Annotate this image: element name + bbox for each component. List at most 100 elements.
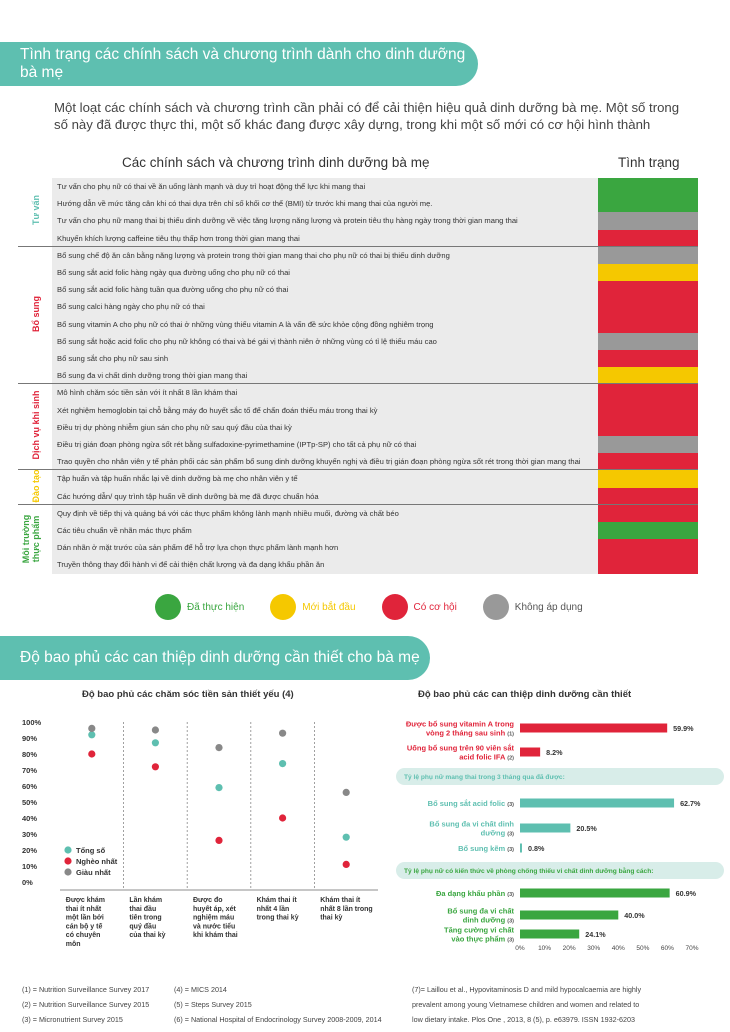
policy-text: Bổ sung sắt hoặc acid folic cho phụ nữ k… xyxy=(57,336,437,346)
category-label: Khám thai ít xyxy=(320,897,361,904)
y-tick-label: 70% xyxy=(22,766,37,775)
data-point xyxy=(151,739,159,747)
status-yellow xyxy=(598,367,698,385)
legend-label: Đã thực hiện xyxy=(187,601,245,613)
data-point xyxy=(151,726,159,734)
data-point xyxy=(88,724,96,732)
x-tick-label: 70% xyxy=(685,945,698,952)
policy-text: Tư vấn cho phụ nữ có thai về ăn uống làn… xyxy=(57,182,366,191)
x-tick-label: 30% xyxy=(587,945,600,952)
sources-col-3: (7)= Laillou et al., Hypovitaminosis D a… xyxy=(412,982,641,1027)
data-point xyxy=(342,860,350,868)
group-header-pill xyxy=(396,862,724,879)
policy-text: Khuyến khích lượng caffeine tiêu thụ thấ… xyxy=(57,233,300,243)
data-point xyxy=(342,833,350,841)
bar xyxy=(520,910,619,920)
category-label: khi khám thai xyxy=(193,932,238,939)
bar-value-label: 8.2% xyxy=(546,748,563,757)
scatter-chart-title: Độ bao phủ các chăm sóc tiền sản thiết y… xyxy=(82,689,294,700)
policy-row: Hướng dẫn về mức tăng cân khi có thai dự… xyxy=(52,195,698,213)
legend-label: Mới bắt đầu xyxy=(302,601,356,613)
bar xyxy=(520,798,675,808)
category-label: nhất 4 lần xyxy=(257,904,290,913)
legend-swatch xyxy=(64,868,72,876)
category-separator xyxy=(18,503,698,505)
y-tick-label: 10% xyxy=(22,862,37,871)
bar-value-label: 60.9% xyxy=(676,889,697,898)
legend-item: Mới bắt đầu xyxy=(270,594,356,620)
policy-row: Điều trị gián đoạn phòng ngừa sốt rét bằ… xyxy=(52,436,698,454)
category-label: tiên trong xyxy=(129,915,161,922)
legend-swatch xyxy=(64,857,72,865)
policy-row: Xét nghiệm hemoglobin tại chỗ bằng máy đ… xyxy=(52,401,698,420)
data-point xyxy=(279,814,287,822)
bar xyxy=(520,823,571,833)
policy-row: Tư vấn cho phụ nữ có thai về ăn uống làn… xyxy=(52,178,698,196)
policy-text: Bổ sung vitamin A cho phụ nữ có thai ở n… xyxy=(57,319,434,329)
policy-text: Bổ sung calci hàng ngày cho phụ nữ có th… xyxy=(57,302,205,312)
policy-row: Bổ sung sắt acid folic hàng tuần qua đườ… xyxy=(52,281,698,299)
y-tick-label: 0% xyxy=(22,878,33,887)
category-label: thai ít nhất xyxy=(66,905,102,913)
data-point xyxy=(342,788,350,796)
status-gray xyxy=(598,332,698,351)
y-tick-label: 50% xyxy=(22,798,37,807)
sources-col-1: (1) = Nutrition Surveillance Survey 2017… xyxy=(22,982,149,1027)
y-tick-label: 20% xyxy=(22,846,37,855)
status-red xyxy=(598,401,698,420)
policy-text: Điều trị gián đoạn phòng ngừa sốt rét bằ… xyxy=(57,440,417,449)
bar-label: dưỡng (3) xyxy=(481,829,514,838)
status-red xyxy=(598,556,698,574)
bar-value-label: 59.9% xyxy=(673,724,694,733)
data-point xyxy=(279,729,287,737)
policy-text: Bổ sung sắt cho phụ nữ sau sinh xyxy=(57,354,169,363)
bar xyxy=(520,723,668,733)
policy-row: Bổ sung sắt acid folic hàng ngày qua đườ… xyxy=(52,264,698,282)
category-label: nghiệm máu xyxy=(193,915,234,922)
category-separator xyxy=(18,383,698,385)
status-red xyxy=(598,384,698,402)
x-tick-label: 40% xyxy=(612,945,625,952)
legend-label: Không áp dụng xyxy=(514,601,583,613)
source-item: (7)= Laillou et al., Hypovitaminosis D a… xyxy=(412,985,642,994)
group-header-text: Tỷ lệ phụ nữ mang thai trong 3 tháng qua… xyxy=(404,774,565,781)
bar-label: Được bổ sung vitamin A trong xyxy=(406,720,515,729)
sources-col-2: (4) = MICS 2014 (5) = Steps Survey 2015 … xyxy=(174,982,382,1027)
policy-text: Dán nhãn ở mặt trước của sản phẩm để hỗ … xyxy=(57,543,339,553)
category-label: nhất 8 lần trong xyxy=(320,904,373,913)
policy-text: Trao quyền cho nhân viên y tế phản phối … xyxy=(57,457,581,467)
y-tick-label: 80% xyxy=(22,750,37,759)
policy-row: Các tiêu chuẩn về nhãn mác thực phẩm xyxy=(52,522,698,540)
policy-text: Mô hình chăm sóc tiền sản với ít nhất 8 … xyxy=(57,388,238,398)
category-label: Được đo xyxy=(193,897,223,904)
category-label: quý đầu xyxy=(129,921,156,930)
antenatal-care-scatter-chart: 0% 10% 20% 30% 40% 50% 60% 70% 80% 90% 100% Được kh… xyxy=(22,718,378,948)
policy-row: Các hướng dẫn/ quy trình tập huấn về din… xyxy=(52,487,698,506)
policy-row: Bổ sung chế độ ăn cân bằng năng lượng và… xyxy=(52,246,698,265)
category-separator xyxy=(18,469,698,471)
x-tick-label: 0% xyxy=(515,945,525,952)
policy-row: Bổ sung sắt cho phụ nữ sau sinh xyxy=(52,350,698,368)
policy-text: Tư vấn cho phụ nữ mang thai bị thiếu din… xyxy=(57,216,518,226)
data-point xyxy=(215,784,223,792)
bar-label: Bổ sung đa vi chất xyxy=(447,907,514,916)
category-label: và nước tiểu xyxy=(193,922,235,930)
category-label: có chuyên xyxy=(66,932,101,939)
policy-text: Bổ sung sắt acid folic hàng ngày qua đườ… xyxy=(57,268,290,277)
category-label: Bổ sung xyxy=(31,295,41,332)
x-tick-label: 50% xyxy=(636,945,649,952)
policy-text: Truyền thông thay đổi hành vi để cải thi… xyxy=(57,560,325,570)
status-red xyxy=(598,504,698,523)
legend-swatch xyxy=(381,594,408,620)
category-label: cán bộ y tế xyxy=(66,922,103,930)
policy-row: Trao quyền cho nhân viên y tế phản phối … xyxy=(52,453,698,471)
table-header: Các chính sách và chương trình dinh dưỡn… xyxy=(122,155,430,170)
status-legend: Đã thực hiện Mới bắt đầu Có cơ hội Không áp… xyxy=(155,594,609,620)
policy-row: Bổ sung calci hàng ngày cho phụ nữ có th… xyxy=(52,298,698,316)
policy-text: Xét nghiệm hemoglobin tại chỗ bằng máy đ… xyxy=(57,405,378,415)
bar-label: vào thực phẩm (3) xyxy=(451,935,514,944)
data-point xyxy=(151,763,159,771)
bar-value-label: 24.1% xyxy=(585,930,606,939)
status-green xyxy=(598,522,698,540)
category-label: Được khám xyxy=(66,897,105,904)
